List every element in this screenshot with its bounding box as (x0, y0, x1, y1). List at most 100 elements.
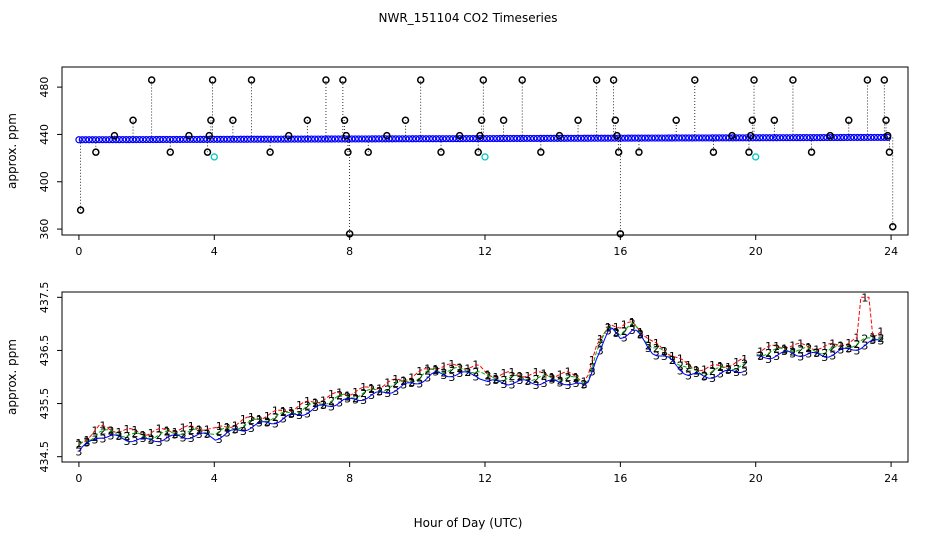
baseline-point (840, 133, 848, 142)
series-2-marker: 2 (685, 362, 692, 375)
spike-point (92, 148, 100, 156)
spike-point (185, 131, 193, 140)
baseline-point (543, 134, 551, 142)
baseline-point (759, 134, 767, 142)
baseline-point (466, 135, 474, 143)
spike-point (728, 131, 736, 140)
spike-point (592, 76, 601, 84)
series-2-marker: 2 (336, 389, 343, 402)
baseline-point (816, 133, 824, 142)
bottom-y-tick-label: 434.5 (38, 441, 51, 473)
baseline-point (654, 134, 663, 142)
baseline-point (715, 134, 723, 142)
baseline-point (604, 134, 612, 142)
baseline-point (685, 134, 693, 142)
baseline-point (547, 134, 555, 142)
series-2-marker: 2 (733, 363, 740, 376)
spike-point (635, 148, 643, 156)
baseline-point (762, 134, 770, 142)
baseline-point (857, 133, 865, 142)
baseline-point (371, 135, 380, 143)
series-1-marker: 1 (613, 321, 620, 334)
spike-point (344, 148, 352, 156)
series-1-marker: 1 (869, 331, 876, 344)
spike-point (110, 131, 119, 140)
baseline-point (756, 134, 764, 142)
baseline-point (867, 133, 875, 142)
baseline-point (530, 134, 538, 143)
top-x-tick-label: 8 (346, 245, 353, 258)
baseline-point (247, 135, 255, 143)
baseline-point (135, 135, 144, 144)
spike-point (537, 148, 545, 156)
series-1-marker: 1 (248, 411, 255, 424)
baseline-point (678, 134, 686, 142)
series-1-marker: 1 (360, 381, 367, 394)
baseline-point (358, 135, 366, 143)
series-2-marker: 2 (216, 425, 223, 438)
series-1-marker: 1 (685, 359, 692, 372)
baseline-point (644, 134, 653, 142)
bottom-x-tick-label: 20 (749, 472, 763, 485)
series-2-marker: 2 (829, 341, 836, 354)
series-1-marker: 1 (773, 340, 780, 353)
baseline-point (243, 135, 252, 143)
baseline-point (563, 134, 572, 142)
baseline-point (796, 134, 804, 142)
series-1-marker: 1 (148, 427, 155, 440)
top-y-axis: 360 400 440 480 (38, 77, 51, 240)
spike-point (826, 131, 834, 140)
baseline-point (786, 134, 794, 142)
series-3-marker: 3 (653, 350, 660, 363)
spike-point (416, 76, 425, 84)
baseline-point (260, 135, 268, 143)
baseline-point (307, 135, 316, 143)
series-1-marker: 1 (701, 364, 708, 377)
spike-point (208, 76, 217, 84)
baseline-point (264, 135, 272, 143)
baseline-point (462, 135, 471, 143)
series-1-marker: 1 (629, 316, 636, 329)
bottom-x-tick-label: 16 (613, 472, 627, 485)
top-y-axis-label: approx. ppm (5, 113, 19, 189)
baseline-point (200, 135, 208, 143)
spike-point (789, 76, 797, 84)
series-1-marker: 1 (645, 333, 652, 346)
baseline-point (331, 135, 339, 143)
spike-point (672, 116, 680, 124)
series-3-marker: 3 (877, 334, 884, 347)
baseline-point (627, 134, 636, 142)
top-x-tick-label: 0 (75, 245, 82, 258)
baseline-point (115, 136, 123, 144)
baseline-point (496, 134, 504, 143)
baseline-point (220, 135, 228, 143)
baseline-point (799, 134, 808, 142)
spike-point (477, 116, 486, 124)
baseline-point (257, 135, 265, 143)
baseline-point (280, 135, 289, 143)
baseline-point (661, 134, 669, 142)
baseline-point (665, 134, 673, 142)
baseline-point (193, 135, 201, 144)
baseline-point (129, 136, 137, 144)
baseline-point (196, 135, 204, 144)
baseline-point (119, 136, 127, 144)
spike-point (845, 116, 853, 124)
series-3-marker: 3 (360, 394, 367, 407)
baseline-point (301, 135, 309, 143)
baseline-point (698, 134, 706, 142)
bottom-y-axis: 434.5 435.5 436.5 437.5 (38, 282, 51, 473)
baseline-point (422, 135, 430, 143)
baseline-point (270, 135, 278, 143)
baseline-point (493, 134, 501, 143)
baseline-point (267, 135, 275, 143)
series-2-marker: 2 (140, 429, 147, 442)
baseline-point (149, 135, 157, 144)
spike-point (339, 76, 347, 84)
series-3-line (78, 327, 881, 452)
series-2-marker: 2 (701, 369, 708, 382)
baseline-point (365, 135, 373, 143)
baseline-point (510, 134, 518, 143)
baseline-point (159, 135, 167, 144)
